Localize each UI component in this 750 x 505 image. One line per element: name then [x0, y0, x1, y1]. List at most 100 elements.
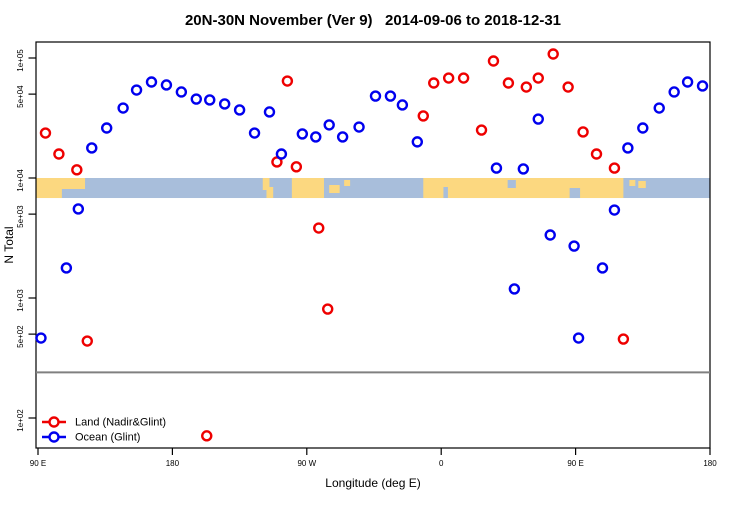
ocean-point [190, 93, 202, 105]
ocean-point [275, 148, 288, 160]
ocean-point [622, 142, 634, 154]
ocean-point [532, 113, 544, 125]
land-segment [329, 185, 340, 194]
land-point [547, 48, 559, 60]
y-tick-label: 1e+02 [16, 409, 25, 432]
y-tick-label: 1e+05 [16, 49, 25, 72]
ocean-point [336, 131, 349, 143]
land-segment [423, 178, 624, 199]
land-segment [266, 187, 274, 199]
land-point [532, 72, 544, 84]
y-axis-label: N Total [2, 226, 16, 263]
land-point [71, 164, 83, 176]
land-point [322, 303, 334, 315]
ocean-point [233, 104, 246, 116]
land-point [520, 81, 533, 93]
ocean-point [86, 142, 98, 154]
ocean-point [369, 90, 382, 102]
ocean-point [384, 90, 397, 102]
land-point [313, 222, 325, 234]
ocean-point [637, 122, 649, 134]
land-point [487, 55, 500, 67]
land-point [442, 72, 455, 84]
map-band [36, 178, 710, 199]
ocean-point [248, 127, 261, 139]
ocean-point [130, 84, 143, 96]
x-tick-label: 90 E [567, 459, 583, 468]
ocean-point [204, 94, 216, 106]
ocean-point [653, 102, 665, 114]
land-segment [291, 178, 324, 199]
ocean-point [323, 119, 335, 131]
ocean-notch [507, 180, 516, 189]
ocean-notch [569, 188, 581, 199]
x-axis-ticks: 90 E 180 90 W 0 90 E 180 [30, 448, 717, 468]
x-tick-label: 180 [166, 459, 180, 468]
land-point [81, 335, 93, 347]
y-axis-ticks: 1e+05 5e+04 1e+04 5e+03 1e+03 5e+02 1e+02 [16, 49, 36, 432]
ocean-point [310, 131, 322, 143]
legend-land-marker-icon [48, 416, 60, 428]
y-tick-label: 5e+03 [16, 205, 25, 228]
land-point [590, 148, 603, 160]
ocean-point [218, 98, 231, 110]
x-tick-label: 90 W [297, 459, 316, 468]
ocean-point [668, 86, 680, 98]
legend-ocean-marker-icon [48, 431, 60, 443]
land-segment [629, 180, 636, 187]
land-point [562, 81, 574, 93]
ocean-point [572, 332, 585, 344]
x-tick-label: 0 [439, 459, 444, 468]
y-tick-label: 1e+04 [16, 169, 25, 192]
ocean-point [517, 163, 530, 175]
ocean-point [608, 204, 621, 216]
land-point [457, 72, 470, 84]
ocean-point [296, 128, 309, 140]
x-tick-label: 90 E [30, 459, 46, 468]
land-point [39, 127, 52, 139]
y-tick-label: 1e+03 [16, 289, 25, 312]
land-point [53, 148, 65, 160]
ocean-point [353, 121, 365, 133]
ocean-point [117, 102, 129, 114]
ocean-point [696, 80, 709, 92]
chart-title: 20N-30N November (Ver 9) 2014-09-06 to 2… [185, 12, 561, 29]
ocean-point [263, 106, 276, 118]
ocean-point [35, 332, 47, 344]
ocean-point [544, 229, 556, 241]
land-segment [262, 178, 270, 191]
data-points [35, 48, 709, 442]
legend-label-land: Land (Nadir&Glint) [75, 417, 166, 429]
ocean-point [411, 136, 424, 148]
land-point [502, 77, 515, 89]
ocean-notch [443, 187, 448, 199]
land-point [577, 126, 589, 138]
land-segment [36, 178, 86, 190]
land-segment [36, 189, 62, 199]
land-segment [638, 181, 646, 189]
x-axis-label: Longitude (deg E) [325, 476, 420, 490]
ocean-point [396, 99, 409, 111]
land-point [201, 430, 213, 442]
ocean-point [175, 86, 188, 98]
ocean-point [100, 122, 113, 134]
x-tick-label: 180 [703, 459, 717, 468]
land-point [617, 333, 630, 345]
ocean-point [568, 240, 580, 252]
land-point [417, 110, 429, 122]
ocean-point [596, 262, 609, 274]
land-point [281, 75, 294, 87]
land-point [475, 124, 488, 136]
land-segment [344, 180, 351, 187]
land-point [428, 77, 440, 89]
legend: Land (Nadir&Glint) Ocean (Glint) [42, 416, 166, 444]
land-point [290, 161, 303, 173]
ocean-point [681, 76, 694, 88]
ocean-point [508, 283, 521, 295]
ocean-point [145, 76, 158, 88]
land-point [608, 162, 621, 174]
ocean-point [60, 262, 73, 274]
y-tick-label: 5e+04 [16, 85, 25, 108]
